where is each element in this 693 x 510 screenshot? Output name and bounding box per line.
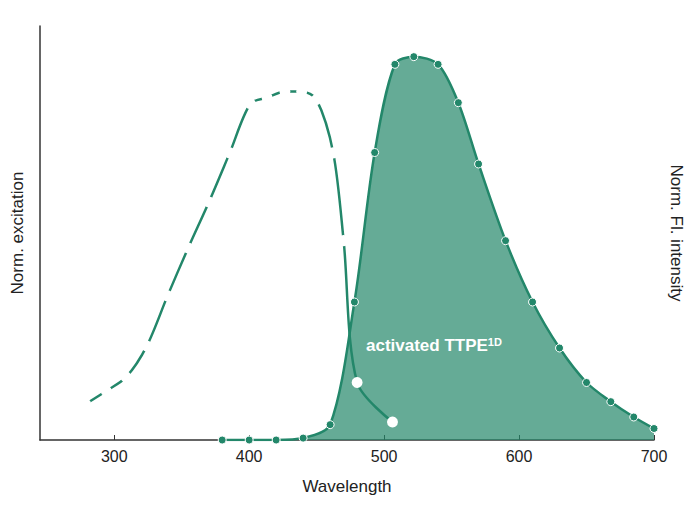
svg-text:Norm. excitation: Norm. excitation	[8, 172, 27, 295]
svg-text:1D: 1D	[488, 336, 502, 348]
svg-text:activated TTPE: activated TTPE	[366, 336, 488, 355]
svg-text:Norm. Fl. intensity: Norm. Fl. intensity	[667, 165, 686, 302]
svg-text:400: 400	[236, 448, 263, 465]
svg-text:Wavelength: Wavelength	[302, 477, 391, 496]
svg-text:700: 700	[641, 448, 668, 465]
svg-text:500: 500	[371, 448, 398, 465]
svg-text:600: 600	[506, 448, 533, 465]
svg-text:300: 300	[101, 448, 128, 465]
